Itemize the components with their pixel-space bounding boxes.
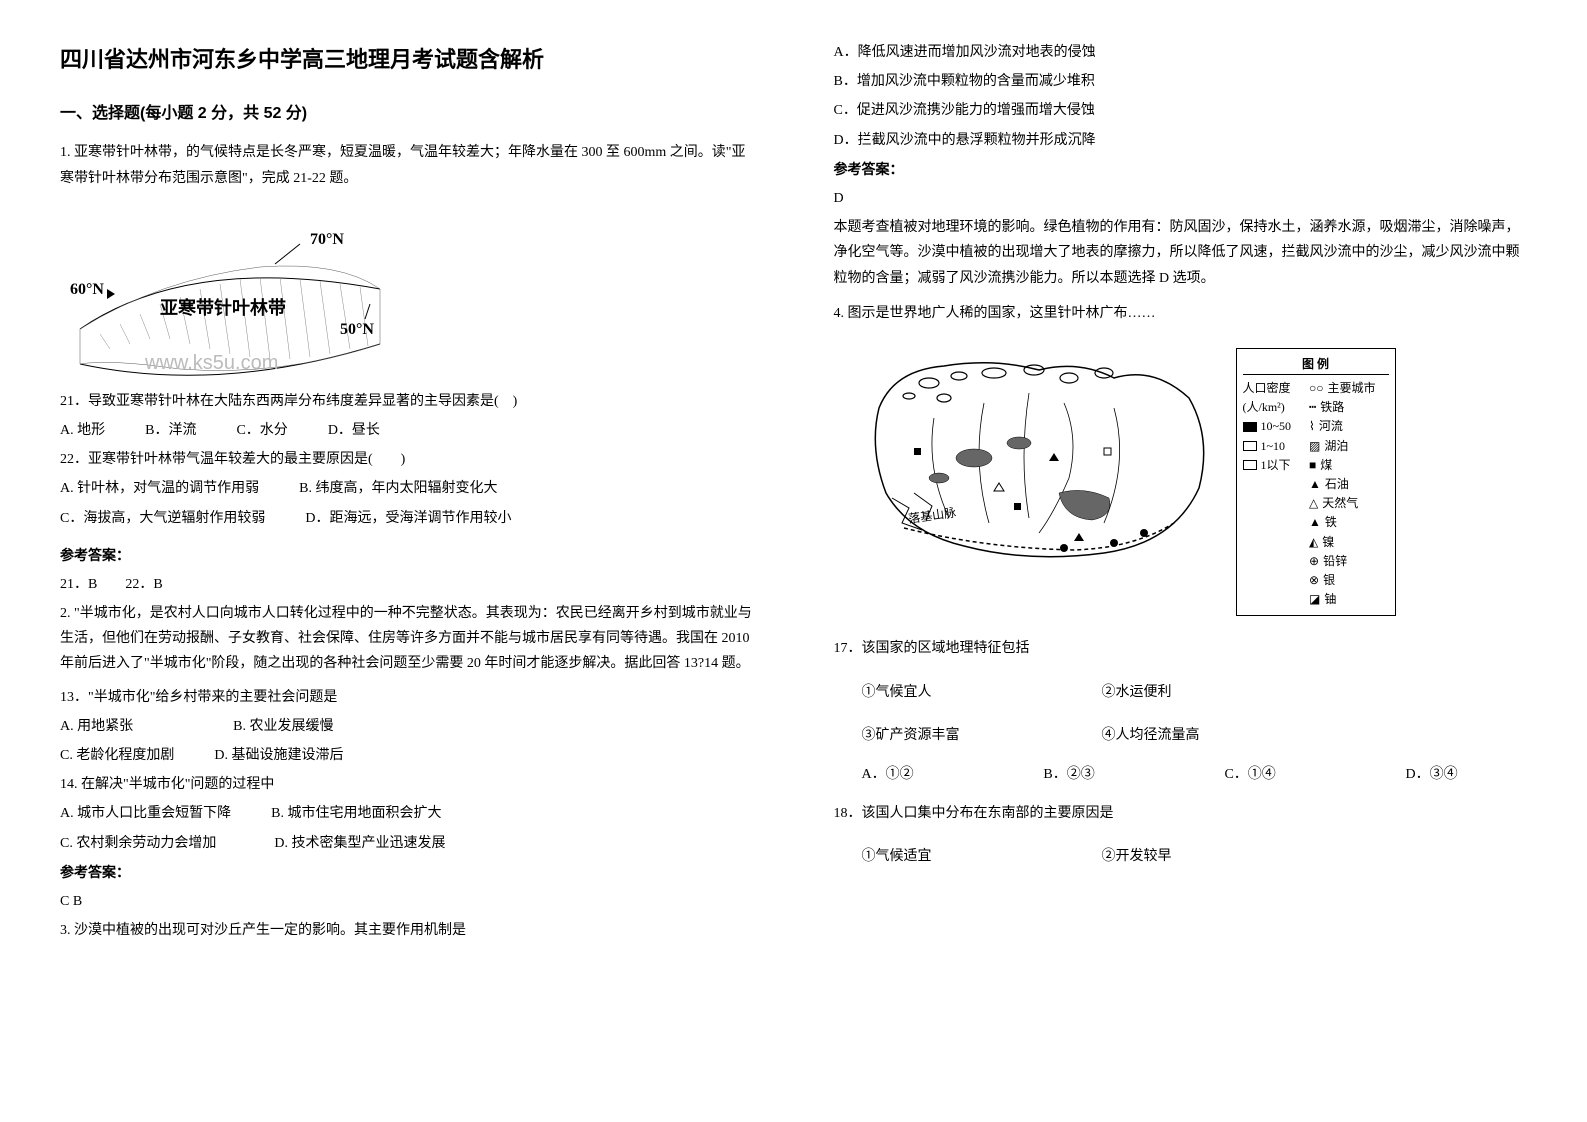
- q14-row2: C. 农村剩余劳动力会增加 D. 技术密集型产业迅速发展: [60, 831, 754, 856]
- left-column: 四川省达州市河东乡中学高三地理月考试题含解析 一、选择题(每小题 2 分，共 5…: [60, 40, 754, 1082]
- q14-row1: A. 城市人口比重会短暂下降 B. 城市住宅用地面积会扩大: [60, 801, 754, 826]
- label-60n: 60°N: [70, 281, 104, 298]
- q17-options: A．①② B．②③ C．①④ D．③④: [834, 762, 1458, 787]
- q17-2: ②水运便利: [1074, 680, 1172, 705]
- q14-d: D. 技术密集型产业迅速发展: [274, 831, 445, 856]
- q21-options: A. 地形 B．洋流 C．水分 D．昼长: [60, 418, 754, 443]
- q22-c: C．海拔高，大气逆辐射作用较弱: [60, 506, 265, 531]
- q13-b: B. 农业发展缓慢: [233, 714, 333, 739]
- q13-a: A. 用地紧张: [60, 714, 133, 739]
- q18-1: ①气候适宜: [834, 844, 1034, 869]
- q17-a: A．①②: [834, 762, 914, 787]
- q21-a: A. 地形: [60, 418, 105, 443]
- q3-stem: 3. 沙漠中植被的出现可对沙丘产生一定的影响。其主要作用机制是: [60, 918, 754, 943]
- q3-answer: D: [834, 186, 1528, 211]
- q17-items1: ①气候宜人 ②水运便利: [834, 680, 1528, 705]
- legend-lead: ⊕铅锌: [1309, 552, 1376, 571]
- zone-label: 亚寒带针叶林带: [160, 297, 286, 318]
- q4-stem: 4. 图示是世界地广人稀的国家，这里针叶林广布……: [834, 301, 1528, 326]
- legend-below1: 1以下: [1243, 456, 1292, 475]
- q13-c: C. 老龄化程度加剧: [60, 743, 174, 768]
- legend-oil: ▲石油: [1309, 475, 1376, 494]
- legend-gas: △天然气: [1309, 494, 1376, 513]
- legend-density: 人口密度: [1243, 379, 1292, 398]
- legend: 图 例 人口密度 (人/km²) 10~50 1~10 1以下 ○○主要城市 ┅…: [1236, 348, 1396, 616]
- q3-a: A．降低风速进而增加风沙流对地表的侵蚀: [834, 40, 1528, 65]
- q14-stem: 14. 在解决"半城市化"问题的过程中: [60, 772, 754, 797]
- section-heading: 一、选择题(每小题 2 分，共 52 分): [60, 100, 754, 129]
- q3-c: C．促进风沙流携沙能力的增强而增大侵蚀: [834, 98, 1528, 123]
- right-column: A．降低风速进而增加风沙流对地表的侵蚀 B．增加风沙流中颗粒物的含量而减少堆积 …: [834, 40, 1528, 1082]
- label-70n: 70°N: [310, 231, 344, 248]
- q17-1: ①气候宜人: [834, 680, 1034, 705]
- legend-nickel: ◭镍: [1309, 533, 1376, 552]
- q18-items: ①气候适宜 ②开发较早: [834, 844, 1528, 869]
- q1-answer: 21．B 22．B: [60, 572, 754, 597]
- q17-4: ④人均径流量高: [1074, 723, 1200, 748]
- q13-d: D. 基础设施建设滞后: [214, 743, 343, 768]
- watermark: www.ks5u.com: [144, 352, 278, 374]
- legend-uranium: ◪铀: [1309, 590, 1376, 609]
- q2-answer: C B: [60, 889, 754, 914]
- q18-2: ②开发较早: [1074, 844, 1172, 869]
- legend-coal: ■煤: [1309, 456, 1376, 475]
- q13-stem: 13．"半城市化"给乡村带来的主要社会问题是: [60, 685, 754, 710]
- q1-diagram: 70°N 60°N 50°N 亚寒带针叶林带 www.ks5u.com: [60, 209, 754, 379]
- q1-answer-label: 参考答案：: [60, 543, 754, 568]
- q3-explanation: 本题考查植被对地理环境的影响。绿色植物的作用有：防风固沙，保持水土，涵养水源，吸…: [834, 215, 1528, 291]
- q17-3: ③矿产资源丰富: [834, 723, 1034, 748]
- legend-silver: ⊗银: [1309, 571, 1376, 590]
- q17-c: C．①④: [1196, 762, 1275, 787]
- legend-lake: ▨湖泊: [1309, 437, 1376, 456]
- legend-iron: ▲铁: [1309, 513, 1376, 532]
- q22-b: B. 纬度高，年内太阳辐射变化大: [299, 476, 497, 501]
- legend-density-unit: (人/km²): [1243, 398, 1292, 417]
- q3-answer-label: 参考答案：: [834, 157, 1528, 182]
- legend-10-50: 10~50: [1243, 417, 1292, 436]
- q22-stem: 22．亚寒带针叶林带气温年较差大的最主要原因是( ): [60, 447, 754, 472]
- q2-stem: 2. "半城市化，是农村人口向城市人口转化过程中的一种不完整状态。其表现为：农民…: [60, 601, 754, 677]
- q3-d: D．拦截风沙流中的悬浮颗粒物并形成沉降: [834, 128, 1528, 153]
- q14-c: C. 农村剩余劳动力会增加: [60, 831, 216, 856]
- legend-title: 图 例: [1243, 355, 1389, 375]
- legend-city: ○○主要城市: [1309, 379, 1376, 398]
- q18-stem: 18．该国人口集中分布在东南部的主要原因是: [834, 801, 1528, 826]
- q13-row2: C. 老龄化程度加剧 D. 基础设施建设滞后: [60, 743, 754, 768]
- q21-b: B．洋流: [145, 418, 196, 443]
- q21-stem: 21．导致亚寒带针叶林在大陆东西两岸分布纬度差异显著的主导因素是( ): [60, 389, 754, 414]
- q22-d: D．距海远，受海洋调节作用较小: [305, 506, 511, 531]
- q22-a: A. 针叶林，对气温的调节作用弱: [60, 476, 259, 501]
- q2-answer-label: 参考答案：: [60, 860, 754, 885]
- q4-diagram: 落基山脉 图 例: [854, 348, 1528, 616]
- q14-a: A. 城市人口比重会短暂下降: [60, 801, 231, 826]
- legend-1-10: 1~10: [1243, 437, 1292, 456]
- legend-rail: ┅铁路: [1309, 398, 1376, 417]
- page-title: 四川省达州市河东乡中学高三地理月考试题含解析: [60, 40, 754, 80]
- canada-map-icon: 落基山脉: [854, 348, 1224, 578]
- q21-d: D．昼长: [328, 418, 380, 443]
- q13-row1: A. 用地紧张 B. 农业发展缓慢: [60, 714, 754, 739]
- q17-b: B．②③: [1015, 762, 1094, 787]
- q17-stem: 17．该国家的区域地理特征包括: [834, 636, 1528, 661]
- q21-c: C．水分: [236, 418, 287, 443]
- q17-items2: ③矿产资源丰富 ④人均径流量高: [834, 723, 1528, 748]
- q14-b: B. 城市住宅用地面积会扩大: [271, 801, 441, 826]
- q3-b: B．增加风沙流中颗粒物的含量而减少堆积: [834, 69, 1528, 94]
- legend-river: ⌇河流: [1309, 417, 1376, 436]
- q17-d: D．③④: [1378, 762, 1458, 787]
- q22-options: A. 针叶林，对气温的调节作用弱 B. 纬度高，年内太阳辐射变化大 C．海拔高，…: [60, 476, 754, 534]
- q1-stem: 1. 亚寒带针叶林带，的气候特点是长冬严寒，短夏温暖，气温年较差大；年降水量在 …: [60, 140, 754, 190]
- label-50n: 50°N: [340, 321, 374, 338]
